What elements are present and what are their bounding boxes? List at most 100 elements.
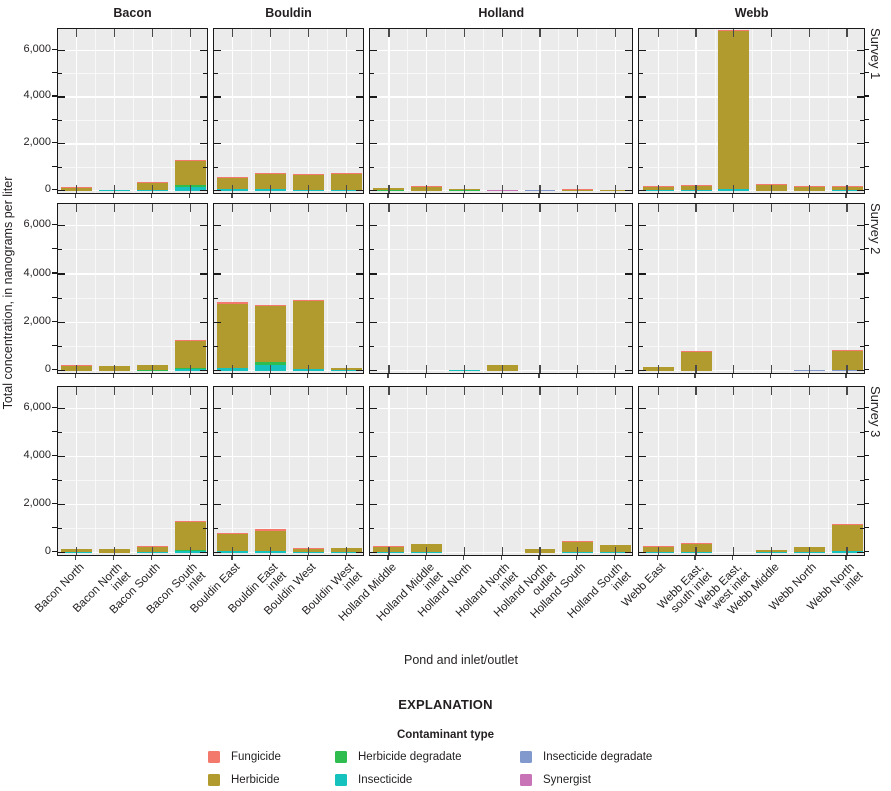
- axis-tick: [58, 456, 65, 458]
- axis-tick: [189, 365, 191, 373]
- axis-tick: [150, 194, 152, 198]
- axis-tick: [656, 556, 658, 560]
- grid-line-minor: [790, 387, 791, 555]
- grid-line: [808, 204, 810, 373]
- bar-segment-fun: [217, 177, 249, 179]
- grid-line: [214, 321, 364, 324]
- grid-line: [463, 29, 466, 193]
- grid-line: [270, 29, 272, 193]
- grid-line: [639, 96, 864, 98]
- legend-swatch-syn: [520, 774, 532, 786]
- axis-tick: [388, 185, 390, 193]
- axis-tick: [639, 119, 644, 122]
- grid-line-minor: [370, 480, 633, 482]
- axis-tick: [52, 272, 57, 274]
- legend-label: Herbicide: [231, 774, 280, 786]
- axis-tick: [733, 29, 735, 37]
- axis-tick: [370, 504, 378, 506]
- axis-tick: [856, 190, 864, 192]
- axis-tick: [356, 456, 364, 458]
- grid-line: [426, 387, 428, 555]
- grid-line-minor: [482, 204, 484, 373]
- axis-tick: [356, 552, 364, 554]
- axis-tick: [628, 119, 633, 122]
- axis-tick: [58, 432, 62, 434]
- bar-segment-her: [562, 541, 594, 552]
- y-tick-label: 4,000: [23, 89, 51, 102]
- axis-tick: [639, 49, 647, 51]
- axis-tick: [856, 321, 864, 323]
- grid-line-minor: [289, 387, 290, 555]
- axis-tick: [58, 96, 65, 98]
- axis-tick: [576, 194, 578, 198]
- axis-tick: [345, 185, 347, 193]
- axis-tick: [388, 387, 390, 395]
- axis-tick: [200, 456, 208, 458]
- axis-tick: [58, 552, 65, 554]
- axis-tick: [189, 387, 191, 395]
- grid-line: [733, 204, 735, 373]
- grid-line: [695, 204, 697, 373]
- bar-segment-her: [174, 161, 206, 186]
- axis-tick: [58, 408, 65, 410]
- grid-line: [58, 143, 208, 145]
- grid-line: [577, 29, 579, 193]
- axis-tick: [501, 365, 503, 373]
- axis-tick: [270, 185, 272, 193]
- grid-line: [307, 387, 309, 555]
- axis-tick: [214, 96, 222, 98]
- axis-tick: [200, 504, 208, 506]
- grid-line-minor: [58, 432, 208, 434]
- axis-tick: [807, 194, 809, 198]
- axis-tick: [864, 272, 869, 274]
- axis-tick: [808, 365, 810, 373]
- grid-line: [370, 370, 633, 372]
- grid-line-minor: [326, 387, 328, 555]
- y-tick-label: 0: [44, 183, 51, 196]
- grid-line: [345, 29, 347, 193]
- grid-line: [846, 29, 848, 193]
- bar-segment-her: [174, 341, 206, 368]
- grid-line-minor: [326, 204, 328, 373]
- axis-tick: [370, 345, 375, 348]
- row-facet-label: Survey 3: [868, 386, 883, 438]
- axis-tick: [769, 194, 772, 198]
- bar-segment-fun: [756, 184, 788, 186]
- grid-line-minor: [214, 528, 364, 530]
- axis-tick: [639, 528, 644, 530]
- bar-segment-fun: [174, 520, 206, 523]
- grid-line-minor: [827, 204, 829, 373]
- axis-tick: [356, 504, 364, 506]
- axis-tick: [58, 297, 62, 299]
- grid-line-minor: [58, 297, 208, 299]
- axis-tick: [58, 249, 62, 251]
- grid-line: [307, 204, 309, 373]
- axis-tick: [807, 556, 809, 560]
- y-tick-label: 6,000: [23, 42, 51, 55]
- axis-tick: [52, 479, 57, 481]
- axis-tick: [625, 504, 633, 506]
- y-tick-label: 4,000: [23, 449, 51, 462]
- grid-line-minor: [445, 29, 446, 193]
- grid-line-minor: [326, 29, 328, 193]
- axis-tick: [200, 408, 208, 410]
- axis-tick: [694, 556, 696, 560]
- axis-tick: [859, 528, 864, 530]
- axis-tick: [856, 408, 864, 410]
- axis-tick: [370, 528, 375, 530]
- axis-tick: [150, 374, 152, 378]
- panel-1-bacon: [57, 28, 209, 194]
- grid-line: [657, 387, 659, 555]
- axis-tick: [58, 273, 65, 275]
- legend-label: Synergist: [543, 774, 591, 786]
- axis-tick: [307, 547, 310, 555]
- grid-line-minor: [58, 120, 208, 121]
- grid-line-minor: [639, 346, 864, 347]
- grid-line-minor: [370, 120, 633, 121]
- grid-line-minor: [520, 29, 522, 193]
- grid-line-minor: [676, 204, 678, 373]
- legend-label: Insecticide: [358, 774, 413, 786]
- axis-tick: [732, 194, 734, 198]
- axis-tick: [846, 387, 848, 395]
